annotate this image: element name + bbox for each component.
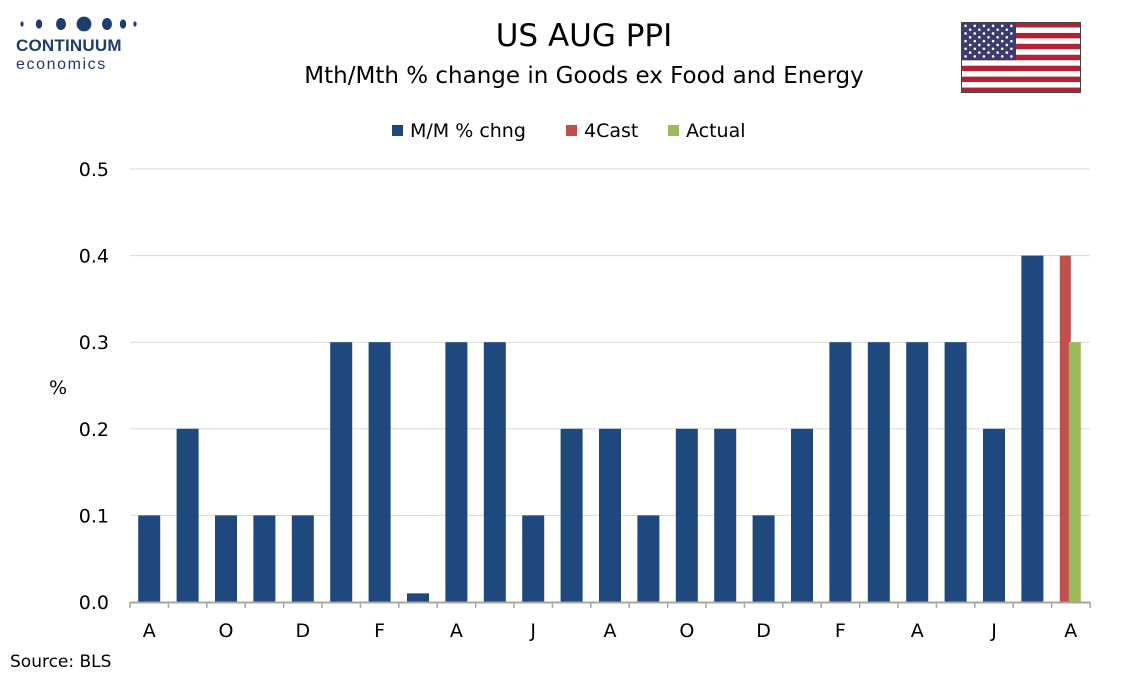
x-tick-label: A bbox=[143, 620, 156, 642]
bar-mm-change bbox=[368, 342, 391, 602]
bar-mm-change bbox=[483, 342, 506, 602]
x-tick-label: D bbox=[756, 620, 771, 642]
x-tick-label: F bbox=[374, 620, 385, 642]
y-tick-label: 0.5 bbox=[79, 159, 109, 181]
bar-mm-change bbox=[522, 515, 545, 602]
bar-mm-change bbox=[407, 593, 429, 602]
y-axis-label: % bbox=[49, 377, 67, 399]
legend-item: Actual bbox=[668, 120, 746, 144]
x-tick-label: A bbox=[450, 620, 463, 642]
us-flag-icon bbox=[961, 22, 1081, 93]
bar-mm-change bbox=[791, 428, 813, 602]
bar-mm-change bbox=[983, 428, 1005, 602]
chart-title: US AUG PPI bbox=[495, 18, 673, 54]
bar-mm-change bbox=[675, 428, 698, 602]
x-tick-label: A bbox=[1064, 620, 1077, 642]
bar-mm-change bbox=[445, 342, 468, 602]
x-tick-label: O bbox=[219, 620, 234, 642]
source-note: Source: BLS bbox=[10, 652, 112, 672]
x-tick-label: J bbox=[529, 620, 536, 642]
y-tick-label: 0.4 bbox=[79, 246, 109, 268]
legend-label: M/M % chng bbox=[410, 120, 526, 142]
bar-mm-change bbox=[906, 342, 929, 602]
x-tick-label: A bbox=[911, 620, 924, 642]
legend-item: M/M % chng bbox=[392, 120, 526, 144]
continuum-economics-logo: CONTINUUM economics bbox=[10, 14, 140, 76]
bar-chart: 0.0 0.1 0.2 0.3 0.4 0.5% A O D F A J A O D F A J A bbox=[49, 159, 1091, 642]
legend-swatch bbox=[668, 125, 679, 136]
bar-mm-change bbox=[138, 515, 161, 602]
x-tick-label: F bbox=[835, 620, 846, 642]
x-tick-label: J bbox=[990, 620, 997, 642]
legend-swatch bbox=[566, 125, 577, 136]
chart-legend: M/M % chng 4Cast Actual bbox=[0, 118, 1134, 146]
bar-mm-change bbox=[291, 515, 314, 602]
bar-mm-change bbox=[176, 428, 199, 602]
bar-mm-change bbox=[253, 515, 276, 602]
y-tick-label: 0.1 bbox=[79, 505, 109, 527]
bar-mm-change bbox=[867, 342, 890, 602]
logo-dots-icon bbox=[20, 16, 137, 32]
x-tick-label: D bbox=[295, 620, 310, 642]
bar-mm-change bbox=[599, 428, 621, 602]
y-tick-label: 0.3 bbox=[79, 332, 109, 354]
bar-forecast bbox=[1059, 255, 1071, 602]
bar-mm-change bbox=[752, 515, 775, 602]
legend-item: 4Cast bbox=[566, 120, 638, 144]
bar-mm-change bbox=[714, 428, 737, 602]
x-tick-label: A bbox=[604, 620, 617, 642]
bar-mm-change bbox=[1021, 255, 1044, 602]
y-tick-label: 0.2 bbox=[79, 419, 109, 441]
chart-subtitle: Mth/Mth % change in Goods ex Food and En… bbox=[304, 63, 864, 89]
bar-mm-change bbox=[944, 342, 967, 602]
bar-mm-change bbox=[215, 515, 237, 602]
logo-name: CONTINUUM bbox=[16, 36, 122, 55]
logo-tagline: economics bbox=[16, 56, 107, 73]
bar-actual bbox=[1068, 342, 1081, 602]
legend-label: 4Cast bbox=[584, 120, 639, 142]
bar-mm-change bbox=[330, 342, 353, 602]
legend-label: Actual bbox=[686, 120, 746, 142]
y-tick-label: 0.0 bbox=[79, 592, 109, 614]
bar-mm-change bbox=[829, 342, 852, 602]
legend-swatch bbox=[392, 125, 403, 136]
bar-mm-change bbox=[560, 428, 583, 602]
bar-mm-change bbox=[637, 515, 660, 602]
x-tick-label: O bbox=[679, 620, 694, 642]
